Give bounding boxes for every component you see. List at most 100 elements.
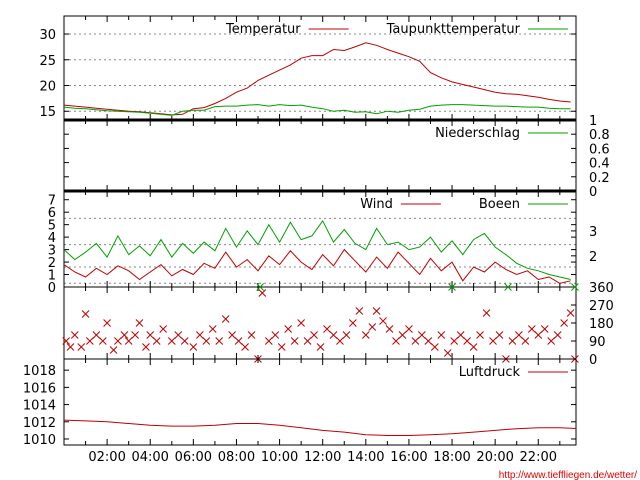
direction-point	[443, 349, 452, 357]
y-tick-right-label: 360	[589, 281, 614, 296]
y-tick-right-label: 0.4	[589, 157, 610, 172]
direction-point	[234, 337, 243, 345]
direction-point	[553, 331, 562, 339]
y-tick-right-label: 0	[589, 353, 597, 368]
direction-point	[103, 319, 111, 327]
panel-temp: 15 20 25 30 Taupunkttemperatur Temperatur	[39, 15, 577, 121]
y-tick-label: 0	[48, 281, 56, 296]
y-tick-label: 1016	[23, 381, 56, 396]
direction-point	[515, 331, 523, 339]
y-tick-label: 6	[48, 206, 56, 221]
legend-label: Taupunkttemperatur	[386, 22, 521, 37]
direction-point	[195, 331, 204, 339]
direction-point	[180, 337, 189, 345]
direction-point	[114, 337, 122, 345]
y-tick-right-label: 180	[589, 317, 614, 332]
direction-point	[349, 319, 357, 327]
series-line-luftdruck	[64, 419, 576, 436]
x-tick-label: 04:00	[131, 450, 168, 465]
direction-point	[66, 343, 75, 351]
direction-point	[124, 337, 133, 345]
direction-point	[284, 325, 293, 333]
direction-point	[77, 343, 86, 351]
direction-point	[418, 331, 426, 339]
y-tick-label: 25	[39, 54, 56, 69]
y-tick-label: 30	[39, 28, 56, 43]
y-tick-right-label: 0.8	[589, 128, 610, 143]
x-tick-label: 22:00	[520, 450, 557, 465]
y-tick-label: 3	[48, 244, 56, 259]
direction-point	[372, 307, 381, 315]
y-tick-label: 5	[48, 219, 56, 234]
direction-point	[290, 337, 299, 345]
direction-point	[189, 343, 198, 351]
direction-point	[385, 325, 394, 333]
panel-pressure: 1010 1012 1014 1016 1018 Luftdruck	[23, 358, 577, 448]
direction-point	[392, 337, 400, 345]
direction-point	[355, 307, 364, 315]
direction-point	[215, 337, 224, 345]
x-tick-label: 14:00	[347, 450, 384, 465]
direction-point	[463, 337, 471, 345]
direction-point	[469, 343, 478, 351]
x-tick-label: 06:00	[175, 450, 212, 465]
direction-point	[120, 331, 129, 339]
direction-point	[271, 331, 280, 339]
direction-point	[398, 331, 407, 339]
direction-point	[174, 331, 183, 339]
direction-point	[342, 331, 351, 339]
direction-point	[495, 331, 504, 339]
x-tick-label: 12:00	[304, 450, 341, 465]
y-tick-right-label: 3	[589, 225, 597, 240]
direction-point	[534, 331, 543, 339]
x-tick-label: 16:00	[390, 450, 427, 465]
direction-point	[297, 319, 305, 327]
direction-point	[62, 337, 71, 345]
direction-point	[379, 317, 387, 325]
direction-point	[316, 343, 325, 351]
direction-point	[450, 337, 459, 345]
x-tick-label: 20:00	[476, 450, 513, 465]
y-tick-right-label: 0	[589, 185, 597, 200]
direction-point	[456, 331, 465, 339]
y-tick-label: 2	[48, 256, 56, 271]
direction-point	[361, 331, 370, 339]
direction-point	[437, 331, 446, 339]
direction-point	[228, 331, 237, 339]
y-tick-right-label: 90	[589, 335, 606, 350]
legend-label: Luftdruck	[459, 365, 521, 380]
direction-point	[527, 325, 536, 333]
y-tick-right-label: 1	[589, 114, 597, 129]
direction-point	[303, 337, 312, 345]
y-tick-right-label: 270	[589, 299, 614, 314]
direction-point	[135, 319, 144, 327]
direction-point	[323, 325, 331, 333]
direction-point	[247, 331, 256, 339]
y-tick-label: 15	[39, 105, 56, 120]
legend-label: Boeen	[479, 197, 520, 212]
x-tick-label: 02:00	[88, 450, 125, 465]
legend-label: Wind	[360, 197, 393, 212]
y-tick-label: 7	[48, 194, 56, 209]
direction-point	[152, 337, 161, 345]
direction-point	[336, 337, 344, 345]
direction-point	[202, 337, 211, 345]
direction-point	[159, 325, 168, 333]
direction-point	[521, 337, 530, 345]
series-line-taupunkttemperatur	[64, 104, 571, 116]
y-tick-label: 20	[39, 80, 56, 95]
panel-direction: 0 90 180 270 360	[62, 281, 614, 368]
direction-point	[504, 283, 512, 291]
direction-point	[208, 325, 217, 333]
y-tick-label: 4	[48, 231, 56, 246]
series-line-boeen	[64, 219, 571, 280]
y-tick-label: 1010	[23, 433, 56, 448]
direction-point	[241, 343, 249, 351]
legend-label: Niederschlag	[435, 126, 520, 141]
direction-point	[482, 309, 491, 317]
footer-url[interactable]: http://www.tieffliegen.de/wetter/	[499, 470, 637, 480]
y-tick-right-label: 2	[589, 250, 597, 265]
direction-point	[411, 337, 420, 345]
x-axis: 02:00 04:00 06:00 08:00 10:00 12:00 14:00 16:00…	[88, 450, 557, 465]
